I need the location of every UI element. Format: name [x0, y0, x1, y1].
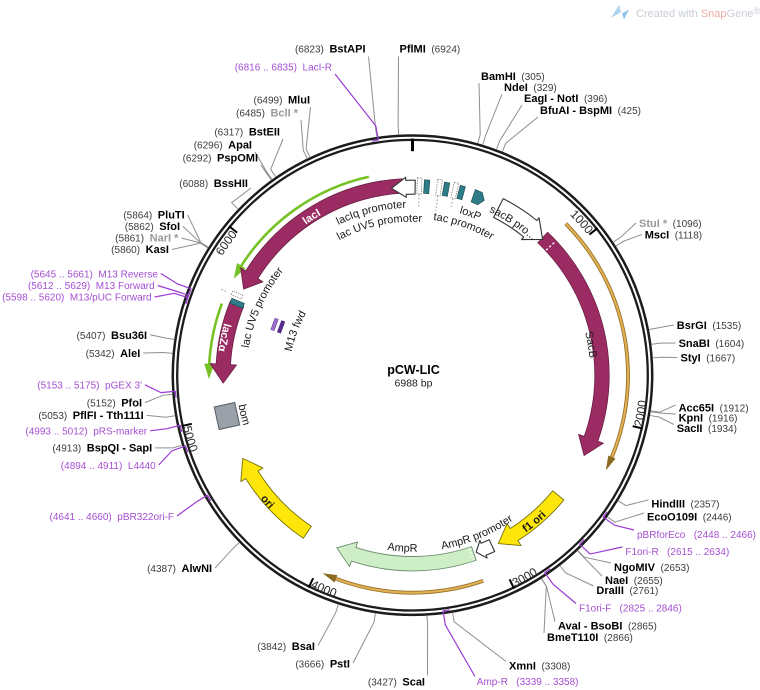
- svg-text:5000: 5000: [180, 424, 201, 454]
- svg-text:(5862) SfoI: (5862) SfoI: [125, 221, 180, 233]
- svg-text:PflMI (6924): PflMI (6924): [400, 44, 461, 56]
- svg-text:HindIII (2357): HindIII (2357): [651, 499, 719, 511]
- svg-text:SacB: SacB: [582, 330, 598, 358]
- svg-text:BfuAI - BspMI (425): BfuAI - BspMI (425): [540, 105, 641, 117]
- svg-text:6988 bp: 6988 bp: [395, 378, 433, 390]
- svg-text:(6292) PspOMI: (6292) PspOMI: [183, 153, 258, 165]
- svg-text:BsrGI (1535): BsrGI (1535): [677, 320, 741, 332]
- svg-text:XmnI (3308): XmnI (3308): [509, 661, 570, 673]
- svg-text:(5645 .. 5661) M13 Reverse: (5645 .. 5661) M13 Reverse: [31, 269, 159, 280]
- svg-text:(6816 .. 6835) LacI-R: (6816 .. 6835) LacI-R: [235, 63, 332, 74]
- svg-text:AmpR: AmpR: [387, 541, 418, 555]
- svg-text:AvaI - BsoBI (2865): AvaI - BsoBI (2865): [558, 621, 657, 633]
- svg-text:(4641 .. 4660) pBR322ori-F: (4641 .. 4660) pBR322ori-F: [49, 512, 174, 523]
- svg-text:KpnI (1916): KpnI (1916): [679, 413, 738, 425]
- svg-text:(6485) BclI *: (6485) BclI *: [236, 108, 299, 120]
- svg-text:(6823) BstAPI: (6823) BstAPI: [295, 44, 366, 56]
- svg-text:NdeI (329): NdeI (329): [504, 82, 557, 94]
- svg-text:pBRforEco (2448 .. 2466): pBRforEco (2448 .. 2466): [637, 530, 756, 541]
- svg-text:MscI (1118): MscI (1118): [645, 230, 702, 242]
- svg-text:2000: 2000: [631, 399, 649, 428]
- svg-text:(5407) Bsu36I: (5407) Bsu36I: [77, 330, 148, 342]
- svg-text:Amp-R (3339 .. 3358): Amp-R (3339 .. 3358): [477, 677, 579, 688]
- svg-text:F1ori-R (2615 .. 2634): F1ori-R (2615 .. 2634): [625, 547, 729, 558]
- svg-text:BamHI (305): BamHI (305): [481, 71, 545, 83]
- svg-text:(5342) AleI: (5342) AleI: [86, 348, 141, 360]
- svg-text:DraIII (2761): DraIII (2761): [596, 585, 658, 597]
- svg-text:(5860) KasI: (5860) KasI: [111, 244, 169, 256]
- svg-text:BmeT110I (2866): BmeT110I (2866): [547, 632, 633, 644]
- svg-text:(4894 .. 4911) L4440: (4894 .. 4911) L4440: [61, 461, 156, 472]
- svg-text:M13 fwd: M13 fwd: [283, 309, 309, 353]
- svg-text:EcoO109I (2446): EcoO109I (2446): [647, 512, 732, 524]
- svg-text:(5612 .. 5629) M13 Forward: (5612 .. 5629) M13 Forward: [28, 281, 155, 292]
- svg-text:(3666) PstI: (3666) PstI: [295, 659, 350, 671]
- svg-text:EagI - NotI (396): EagI - NotI (396): [524, 93, 607, 105]
- svg-text:pCW-LIC: pCW-LIC: [387, 363, 440, 377]
- svg-text:SnaBI (1604): SnaBI (1604): [679, 338, 745, 350]
- svg-text:(4387) AlwNI: (4387) AlwNI: [147, 563, 212, 575]
- svg-text:Acc65I (1912): Acc65I (1912): [679, 403, 749, 415]
- svg-text:(3842) BsaI: (3842) BsaI: [257, 641, 315, 653]
- svg-text:(4993 .. 5012) pRS-marker: (4993 .. 5012) pRS-marker: [25, 427, 147, 438]
- svg-text:NgoMIV (2653): NgoMIV (2653): [614, 562, 689, 574]
- svg-text:(4913) BspQI - SapI: (4913) BspQI - SapI: [52, 443, 152, 455]
- svg-text:F1ori-F (2825 .. 2846): F1ori-F (2825 .. 2846): [579, 604, 682, 615]
- svg-text:(6088) BssHII: (6088) BssHII: [179, 178, 248, 190]
- svg-text:SacII (1934): SacII (1934): [677, 423, 737, 435]
- svg-text:(6317) BstEII: (6317) BstEII: [214, 127, 280, 139]
- svg-text:Created with SnapGene®: Created with SnapGene®: [636, 6, 760, 20]
- svg-text:(6296) ApaI: (6296) ApaI: [194, 140, 252, 152]
- svg-text:(5152) PfoI: (5152) PfoI: [87, 398, 142, 410]
- svg-text:NaeI (2655): NaeI (2655): [605, 575, 663, 587]
- svg-text:StuI * (1096): StuI * (1096): [639, 218, 702, 230]
- svg-text:(5053) PflFI - Tth111I: (5053) PflFI - Tth111I: [38, 410, 143, 422]
- svg-text:bom: bom: [236, 403, 252, 426]
- svg-text:(5861) NarI *: (5861) NarI *: [115, 233, 179, 245]
- svg-text:(5598 .. 5620) M13/pUC Forwar: (5598 .. 5620) M13/pUC Forward: [2, 292, 152, 303]
- svg-text:(3427) ScaI: (3427) ScaI: [368, 677, 425, 689]
- svg-text:(5153 .. 5175) pGEX 3': (5153 .. 5175) pGEX 3': [37, 380, 142, 391]
- svg-text:(6499) MluI: (6499) MluI: [254, 95, 310, 107]
- svg-text:(5864) PluTI: (5864) PluTI: [123, 209, 184, 221]
- svg-text:StyI (1667): StyI (1667): [681, 353, 736, 365]
